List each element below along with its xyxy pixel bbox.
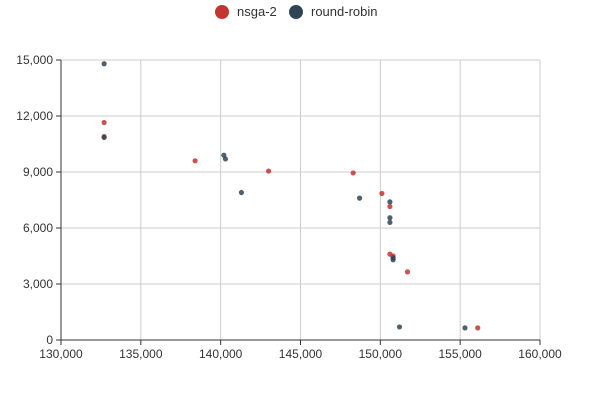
data-point — [350, 170, 356, 176]
legend-label: nsga-2 — [237, 4, 277, 19]
data-point — [387, 219, 393, 225]
x-tick-label: 130,000 — [39, 347, 83, 361]
y-tick-label: 9,000 — [23, 165, 53, 179]
data-point — [475, 325, 481, 331]
data-point — [462, 325, 468, 331]
y-tick-label: 6,000 — [23, 221, 53, 235]
legend-marker — [215, 5, 229, 19]
x-axis-ticks: 130,000 135,000 140,000 145,000 150,000 155,0… — [39, 340, 562, 361]
data-point — [101, 134, 107, 141]
legend-item-nsga-2: nsga-2 — [215, 4, 277, 19]
x-tick-label: 145,000 — [279, 347, 323, 361]
y-tick-label: 0 — [46, 333, 53, 347]
data-point — [396, 324, 403, 330]
data-point — [101, 61, 107, 67]
data-points — [101, 61, 481, 331]
x-tick-label: 135,000 — [119, 347, 163, 361]
x-tick-label: 150,000 — [359, 347, 403, 361]
series-round-robin — [101, 61, 468, 331]
x-tick-label: 155,000 — [438, 347, 482, 361]
data-point — [390, 257, 396, 263]
data-point — [101, 119, 107, 126]
legend-item-round-robin: round-robin — [289, 4, 378, 19]
legend-marker — [289, 5, 303, 19]
data-point — [387, 199, 393, 205]
data-point — [387, 203, 393, 210]
y-tick-label: 12,000 — [16, 109, 53, 123]
data-point — [379, 190, 385, 197]
x-tick-label: 140,000 — [199, 347, 243, 361]
data-point — [238, 189, 245, 196]
series-nsga-2 — [101, 119, 481, 331]
legend-label: round-robin — [311, 4, 378, 19]
data-point — [387, 215, 393, 221]
data-point — [404, 269, 411, 275]
x-tick-label: 160,000 — [518, 347, 562, 361]
data-point — [222, 156, 229, 162]
grid-lines — [61, 59, 541, 340]
data-point — [265, 168, 272, 174]
y-axis-ticks: 0 3,000 6,000 9,000 12,000 15,000 — [16, 53, 61, 347]
legend: nsga-2 round-robin — [215, 4, 378, 19]
y-tick-label: 15,000 — [16, 53, 53, 67]
y-tick-label: 3,000 — [23, 277, 53, 291]
data-point — [356, 195, 363, 201]
data-point — [192, 158, 198, 164]
